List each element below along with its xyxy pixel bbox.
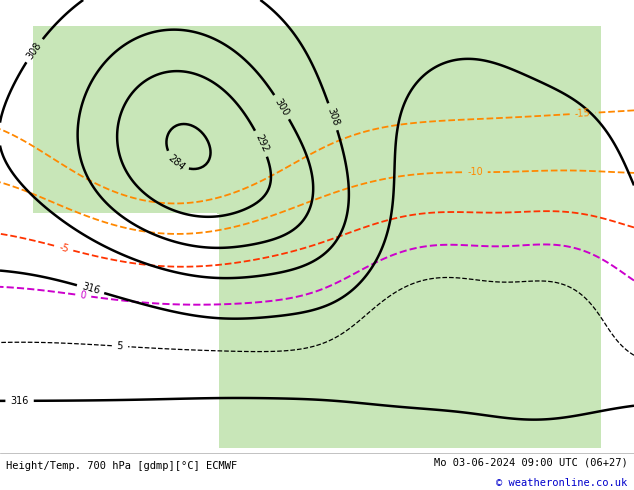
- Text: 308: 308: [25, 40, 44, 61]
- Text: 316: 316: [10, 396, 29, 406]
- Text: 0: 0: [79, 290, 87, 301]
- Text: Height/Temp. 700 hPa [gdmp][°C] ECMWF: Height/Temp. 700 hPa [gdmp][°C] ECMWF: [6, 461, 238, 471]
- Text: -15: -15: [574, 108, 591, 119]
- Text: 292: 292: [253, 133, 270, 154]
- Text: 300: 300: [273, 97, 291, 118]
- Text: 284: 284: [166, 152, 186, 172]
- Text: -10: -10: [467, 167, 482, 177]
- Text: Mo 03-06-2024 09:00 UTC (06+27): Mo 03-06-2024 09:00 UTC (06+27): [434, 458, 628, 467]
- Text: 308: 308: [325, 106, 340, 127]
- Text: 316: 316: [81, 282, 101, 296]
- Text: -5: -5: [58, 242, 70, 254]
- Text: 5: 5: [117, 341, 124, 351]
- Text: © weatheronline.co.uk: © weatheronline.co.uk: [496, 478, 628, 488]
